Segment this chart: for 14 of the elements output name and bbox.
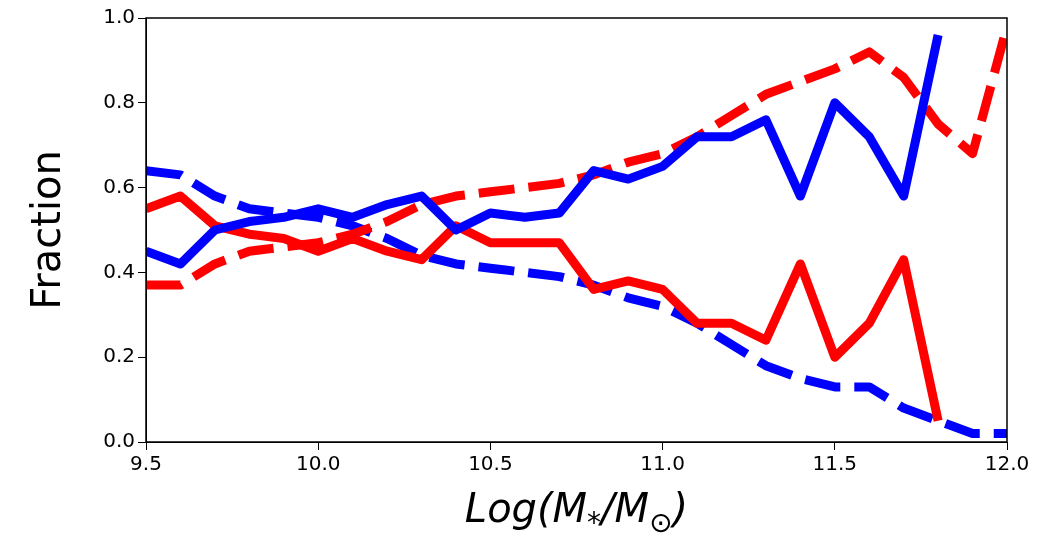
x-axis-title: Log(M*/M⊙) bbox=[464, 485, 689, 539]
y-tick-label: 0.0 bbox=[103, 428, 135, 453]
x-tick-label: 11.0 bbox=[640, 451, 685, 476]
x-tick-label: 10.5 bbox=[468, 451, 513, 476]
y-tick-label: 0.2 bbox=[103, 343, 135, 368]
y-axis-title: Fraction bbox=[23, 150, 69, 310]
x-tick-label: 11.5 bbox=[812, 451, 858, 476]
y-tick-label: 0.4 bbox=[103, 258, 135, 283]
y-tick-label: 1.0 bbox=[103, 4, 135, 29]
x-tick-label: 9.5 bbox=[130, 451, 162, 476]
x-tick-label: 10.0 bbox=[295, 451, 341, 476]
x-tick-label: 12.0 bbox=[984, 451, 1030, 476]
y-tick-label: 0.6 bbox=[103, 173, 135, 198]
y-tick-label: 0.8 bbox=[103, 89, 135, 113]
